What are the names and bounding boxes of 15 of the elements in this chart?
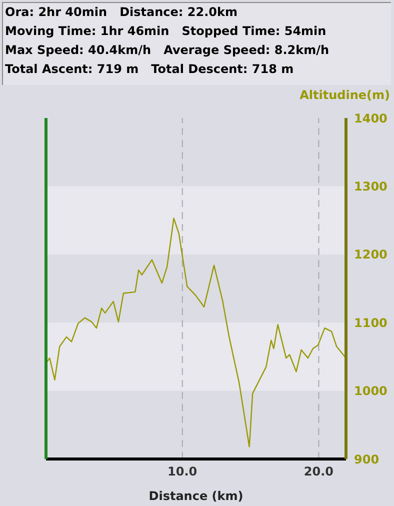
y2-axis-title: Altitudine(m) bbox=[300, 88, 390, 102]
x-axis-title: Distance (km) bbox=[148, 489, 244, 503]
y2-tick-label: 1200 bbox=[354, 248, 388, 262]
text: Total Ascent: 719 m Total Descent: 718 m bbox=[4, 61, 295, 78]
y2-tick-label: 1400 bbox=[354, 111, 388, 126]
x-tick-label: 10.0 bbox=[168, 464, 198, 479]
text: Ora: 2hr 40min Distance: 22.0km bbox=[4, 4, 238, 21]
y2-tick-label: 1300 bbox=[354, 179, 388, 194]
text: Max Speed: 40.4km/h Average Speed: 8.2km/h bbox=[4, 42, 330, 59]
y2-tick-label: 1100 bbox=[354, 316, 388, 330]
x-tick-label: 20.0 bbox=[304, 464, 334, 479]
line-series bbox=[46, 218, 346, 448]
text: Moving Time: 1hr 46min Stopped Time: 54min bbox=[4, 23, 328, 40]
y2-tick-label: 1000 bbox=[354, 384, 388, 398]
y2-tick-label: 900 bbox=[354, 452, 380, 466]
